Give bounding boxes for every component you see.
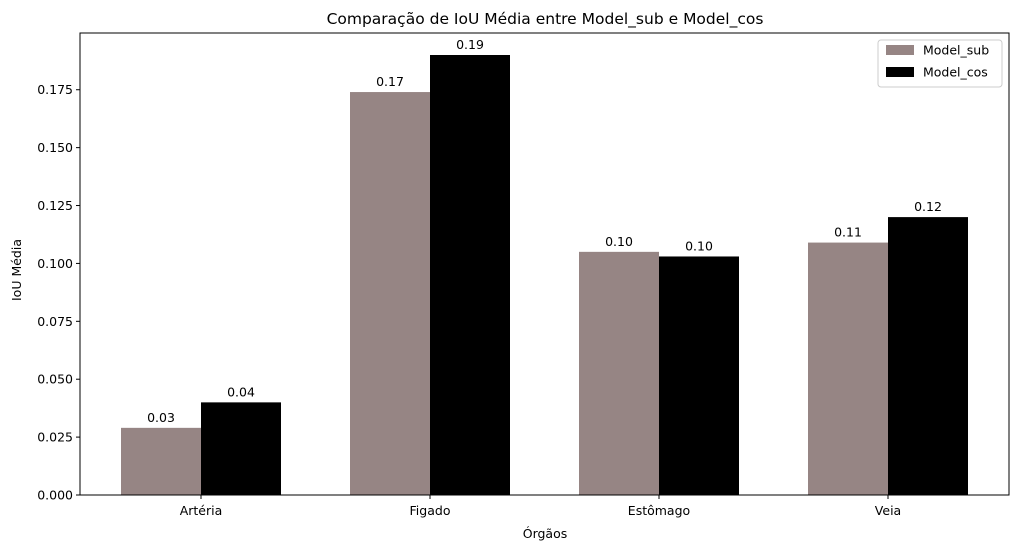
y-axis-label: IoU Média (9, 239, 24, 301)
data-label: 0.10 (605, 234, 633, 249)
x-tick-label: Estômago (628, 503, 690, 518)
data-label: 0.19 (456, 37, 484, 52)
bars-group (121, 55, 968, 495)
y-tick-label: 0.050 (37, 372, 73, 387)
legend-swatch (886, 45, 914, 55)
data-label: 0.10 (685, 238, 713, 253)
bar-model-cos-1 (430, 55, 510, 495)
data-label: 0.12 (914, 199, 942, 214)
x-tick-label: Artéria (180, 503, 223, 518)
chart-title: Comparação de IoU Média entre Model_sub … (327, 10, 764, 29)
data-label: 0.03 (147, 410, 175, 425)
y-tick-label: 0.025 (37, 430, 73, 445)
y-tick-label: 0.175 (37, 82, 73, 97)
legend: Model_sub Model_cos (877, 39, 1003, 88)
plot-frame (79, 32, 1010, 496)
x-tick-label: Figado (410, 503, 451, 518)
legend-swatch (886, 67, 914, 77)
y-tick-label: 0.150 (37, 140, 73, 155)
y-tick-label: 0.100 (37, 256, 73, 271)
bar-model-sub-2 (579, 251, 659, 495)
bar-model-cos-0 (201, 402, 281, 495)
y-tick-label: 0.000 (37, 488, 73, 503)
data-label: 0.04 (227, 384, 255, 399)
x-axis: Artéria Figado Estômago Veia (180, 495, 901, 518)
bar-model-sub-3 (808, 242, 888, 495)
data-labels-group: 0.03 0.04 0.17 0.19 0.10 0.10 0.11 0.12 (147, 37, 942, 425)
data-label: 0.11 (834, 225, 862, 240)
legend-entry-label: Model_cos (923, 65, 988, 80)
bar-model-cos-3 (888, 217, 968, 495)
bar-model-sub-1 (350, 92, 430, 495)
legend-entry-label: Model_sub (923, 43, 989, 58)
x-tick-label: Veia (875, 503, 901, 518)
y-axis: 0.000 0.025 0.050 0.075 0.100 0.125 0.150 0.175 (37, 82, 80, 503)
y-tick-label: 0.125 (37, 198, 73, 213)
y-tick-label: 0.075 (37, 314, 73, 329)
bar-model-sub-0 (121, 427, 201, 495)
bar-model-cos-2 (659, 256, 739, 495)
data-label: 0.17 (376, 74, 404, 89)
x-axis-label: Órgãos (523, 526, 568, 541)
